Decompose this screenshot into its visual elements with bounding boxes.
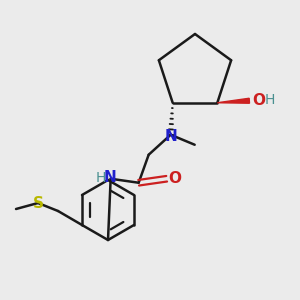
Text: H: H	[264, 93, 274, 107]
Polygon shape	[217, 98, 250, 103]
Text: O: O	[252, 93, 265, 108]
Text: N: N	[164, 129, 177, 144]
Text: S: S	[32, 196, 44, 211]
Text: H: H	[95, 171, 106, 185]
Text: O: O	[168, 171, 181, 186]
Text: N: N	[103, 170, 116, 185]
